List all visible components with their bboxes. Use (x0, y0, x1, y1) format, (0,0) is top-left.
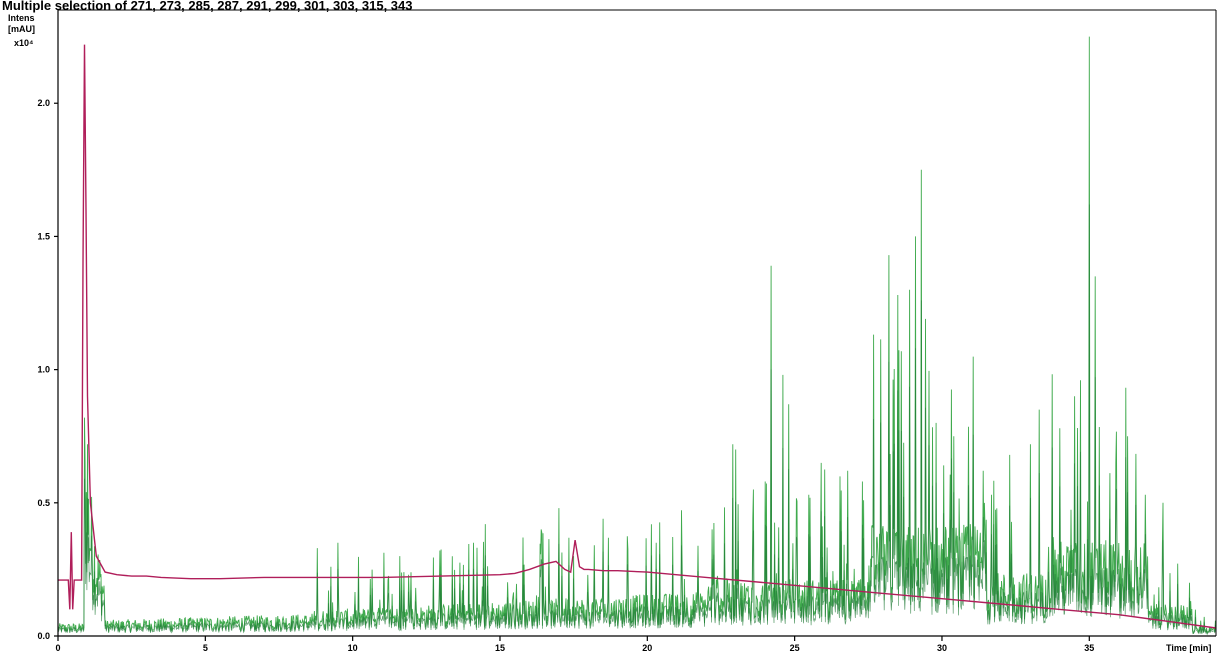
x-tick-label: 10 (348, 643, 358, 653)
ms-chromatogram-series (57, 36, 1216, 636)
y-tick-label: 1.0 (37, 365, 50, 375)
x-tick-label: 15 (495, 643, 505, 653)
x-tick-label: 30 (937, 643, 947, 653)
y-tick-label: 2.0 (37, 98, 50, 108)
x-axis-label: Time [min] (1166, 643, 1211, 653)
chart-title: Multiple selection of 271, 273, 285, 287… (2, 0, 412, 13)
uv-trace (58, 44, 1217, 629)
y-tick-label: 0.0 (37, 631, 50, 641)
y-axis-label-line-2: [mAU] (8, 24, 35, 34)
x-tick-label: 25 (790, 643, 800, 653)
y-tick-label: 0.5 (37, 498, 50, 508)
uv-chromatogram-series (58, 44, 1217, 629)
y-axis-label-line-1: Intens (8, 13, 35, 23)
x-tick-label: 35 (1084, 643, 1094, 653)
ms-trace-dark (57, 204, 1216, 636)
x-tick-label: 5 (203, 643, 208, 653)
axis-frame (57, 9, 1217, 637)
x-tick-label: 0 (55, 643, 60, 653)
y-axis-label: Intens [mAU] x10⁴ (8, 13, 35, 48)
x-tick-label: 20 (642, 643, 652, 653)
y-tick-label: 1.5 (37, 231, 50, 241)
y-axis-ticks: 0.0 0.5 1.0 1.5 2.0 (37, 98, 58, 641)
x-axis-ticks: 0 5 10 15 20 25 30 35 (55, 636, 1094, 653)
y-axis-label-line-3: x10⁴ (14, 38, 33, 48)
ms-trace-light (57, 36, 1216, 634)
